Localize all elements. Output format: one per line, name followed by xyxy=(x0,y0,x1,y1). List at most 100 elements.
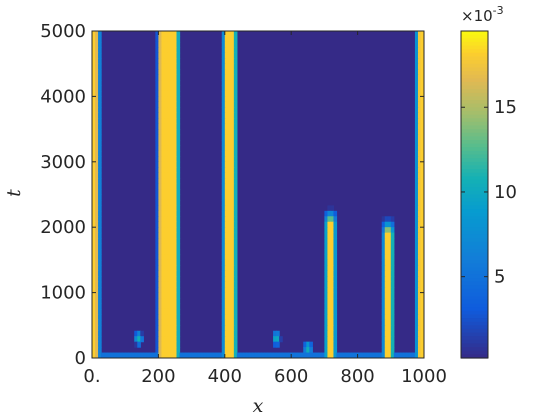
heatmap-cell xyxy=(125,352,129,358)
heatmap-cell xyxy=(224,281,229,288)
heatmap-cell xyxy=(224,134,229,141)
heatmap-cell xyxy=(161,216,166,223)
heatmap-cell xyxy=(158,221,163,228)
heatmap-cell xyxy=(224,145,229,152)
heatmap-cell xyxy=(161,319,166,326)
heatmap-cell xyxy=(230,69,235,76)
heatmap-cell xyxy=(155,85,159,92)
heatmap-cell xyxy=(167,178,172,185)
heatmap-cell xyxy=(161,134,166,141)
heatmap-cell xyxy=(417,74,422,81)
heatmap-cell xyxy=(161,58,166,65)
heatmap-cell xyxy=(158,41,163,48)
heatmap-cell xyxy=(167,36,172,43)
heatmap-cell xyxy=(173,210,178,217)
heatmap-cell xyxy=(221,134,226,141)
heatmap-cell xyxy=(390,216,395,223)
heatmap-cell xyxy=(158,298,163,305)
heatmap-cell xyxy=(236,352,241,358)
heatmap-cell xyxy=(158,347,163,354)
heatmap-cell xyxy=(176,178,181,185)
heatmap-cell xyxy=(233,259,238,266)
heatmap-cell xyxy=(164,254,169,261)
heatmap-cell xyxy=(155,216,159,223)
heatmap-cell xyxy=(98,58,102,65)
heatmap-cell xyxy=(420,259,424,266)
heatmap-cell xyxy=(333,227,338,234)
heatmap-cell xyxy=(155,341,159,348)
heatmap-cell xyxy=(230,161,235,168)
heatmap-cell xyxy=(173,47,178,54)
heatmap-cell xyxy=(158,90,163,97)
heatmap-cell xyxy=(230,210,235,217)
x-tick-label: 200 xyxy=(141,366,175,387)
heatmap-cell xyxy=(414,118,419,125)
heatmap-cell xyxy=(176,298,181,305)
heatmap-cell xyxy=(420,314,424,321)
heatmap-cell xyxy=(381,352,386,358)
heatmap-cell xyxy=(414,221,419,228)
heatmap-cell xyxy=(417,254,422,261)
heatmap-cell xyxy=(417,347,422,354)
heatmap-cell xyxy=(414,325,419,332)
heatmap-cell xyxy=(158,134,163,141)
heatmap-cell xyxy=(167,129,172,136)
heatmap-cell xyxy=(321,352,325,358)
heatmap-cell xyxy=(381,314,386,321)
heatmap-cell xyxy=(176,238,181,245)
heatmap-cell xyxy=(233,107,238,114)
heatmap-cell xyxy=(164,314,169,321)
heatmap-cell xyxy=(300,352,304,358)
heatmap-cell xyxy=(95,259,99,266)
heatmap-cell xyxy=(176,341,181,348)
heatmap-cell xyxy=(161,341,166,348)
heatmap-cell xyxy=(414,270,419,277)
heatmap-cell xyxy=(390,265,395,272)
heatmap-cell xyxy=(164,134,169,141)
heatmap-cell xyxy=(155,161,159,168)
heatmap-cell xyxy=(324,243,329,250)
heatmap-cell xyxy=(230,31,235,38)
heatmap-cell xyxy=(155,156,159,163)
heatmap-cell xyxy=(227,140,232,147)
colorbar-segment xyxy=(461,288,488,294)
heatmap-cell xyxy=(230,150,235,157)
heatmap-cell xyxy=(173,227,178,234)
heatmap-cell xyxy=(98,210,102,217)
heatmap-cell xyxy=(173,249,178,256)
heatmap-cell xyxy=(176,85,181,92)
heatmap-cell xyxy=(330,243,335,250)
colorbar-segment xyxy=(461,347,488,352)
heatmap-cell xyxy=(224,287,229,294)
heatmap-cell xyxy=(170,52,175,59)
heatmap-cell xyxy=(161,140,166,147)
heatmap-cell xyxy=(233,150,238,157)
heatmap-cell xyxy=(333,314,338,321)
heatmap-cell xyxy=(230,319,235,326)
heatmap-cell xyxy=(417,303,422,310)
heatmap-cell xyxy=(170,129,175,136)
heatmap-cell xyxy=(176,183,181,190)
heatmap-cell xyxy=(155,308,159,315)
heatmap-cell xyxy=(233,85,238,92)
heatmap-cell xyxy=(420,101,424,108)
heatmap-cell xyxy=(414,194,419,201)
heatmap-cell xyxy=(167,47,172,54)
heatmap-cell xyxy=(161,336,166,343)
heatmap-cell xyxy=(164,156,169,163)
heatmap-cell xyxy=(330,238,335,245)
heatmap-cell xyxy=(230,292,235,299)
colorbar-segment xyxy=(461,34,488,39)
heatmap-cell xyxy=(330,227,335,234)
colorbar-segment xyxy=(461,238,488,243)
heatmap-cell xyxy=(164,85,169,92)
heatmap-cell xyxy=(161,249,166,256)
heatmap-cell xyxy=(227,90,232,97)
heatmap-cell xyxy=(327,303,332,310)
heatmap-cell xyxy=(248,352,253,358)
heatmap-cell xyxy=(414,249,419,256)
heatmap-cell xyxy=(230,232,235,239)
heatmap-cell xyxy=(224,341,229,348)
heatmap-cell xyxy=(224,319,229,326)
heatmap-cell xyxy=(158,232,163,239)
